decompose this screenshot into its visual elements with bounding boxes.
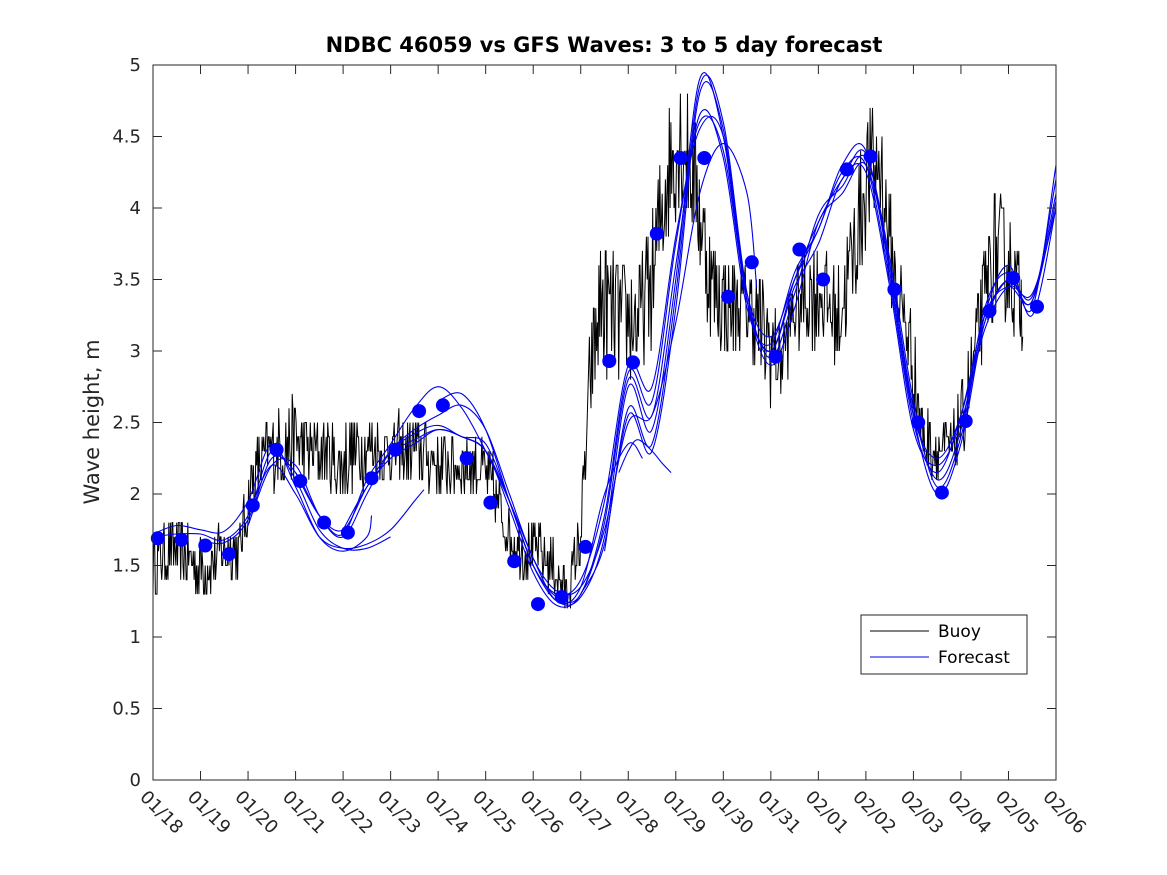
forecast-marker <box>816 272 831 287</box>
y-tick-label: 0 <box>130 770 141 791</box>
forecast-line-8 <box>390 108 1056 608</box>
forecast-marker <box>934 485 949 500</box>
forecast-marker <box>483 495 498 510</box>
y-tick-label: 0.5 <box>112 699 141 720</box>
forecast-marker <box>697 151 712 165</box>
forecast-marker <box>602 354 617 368</box>
forecast-marker <box>721 289 736 304</box>
legend: Buoy Forecast <box>860 614 1028 675</box>
forecast-marker <box>198 538 213 553</box>
forecast-marker <box>554 590 569 604</box>
forecast-marker <box>744 255 759 270</box>
y-axis: 0 0.5 1 1.5 2 2.5 3 3.5 4 4.5 5 <box>112 55 1056 791</box>
forecast-marker <box>435 398 450 413</box>
forecast-marker <box>507 554 522 569</box>
y-tick-label: 1 <box>130 627 141 648</box>
forecast-marker <box>222 547 236 562</box>
forecast-marker <box>1030 299 1044 314</box>
forecast-marker <box>887 282 902 297</box>
forecast-marker <box>388 442 403 457</box>
forecast-series-group <box>153 72 1056 608</box>
forecast-marker <box>459 451 474 466</box>
legend-buoy-label: Buoy <box>938 622 981 642</box>
y-tick-label: 4 <box>130 198 141 219</box>
y-tick-label: 4.5 <box>112 127 141 148</box>
forecast-line-5 <box>247 143 758 596</box>
y-tick-label: 3.5 <box>112 270 141 291</box>
forecast-marker <box>174 532 189 547</box>
forecast-marker <box>412 404 427 419</box>
forecast-marker <box>673 151 688 165</box>
legend-box <box>860 614 1028 675</box>
forecast-line-12 <box>618 439 672 473</box>
forecast-line-11 <box>603 81 1056 552</box>
forecast-marker <box>340 525 355 540</box>
y-tick-label: 2.5 <box>112 413 141 434</box>
forecast-marker <box>245 498 260 513</box>
buoy-line <box>153 93 1024 609</box>
forecast-marker <box>269 442 284 457</box>
forecast-marker <box>578 539 593 554</box>
forecast-marker <box>317 515 332 530</box>
forecast-marker <box>150 531 165 546</box>
forecast-marker <box>982 304 997 318</box>
chart-title: NDBC 46059 vs GFS Waves: 3 to 5 day fore… <box>326 33 883 57</box>
forecast-marker <box>364 471 379 486</box>
forecast-line-3 <box>247 464 425 550</box>
y-tick-label: 5 <box>130 55 141 76</box>
forecast-line-10 <box>580 74 1056 595</box>
legend-forecast-label: Forecast <box>938 648 1010 668</box>
forecast-marker <box>768 349 783 364</box>
forecast-marker <box>839 162 854 177</box>
forecast-markers <box>150 149 1044 612</box>
forecast-marker <box>958 414 973 429</box>
forecast-marker <box>863 149 878 164</box>
y-tick-label: 2 <box>130 484 141 505</box>
y-tick-label: 3 <box>130 341 141 362</box>
forecast-marker <box>1006 271 1021 286</box>
buoy-series <box>153 93 1024 609</box>
forecast-marker <box>531 597 545 612</box>
y-axis-label: Wave height, m <box>80 339 104 504</box>
forecast-marker <box>293 474 308 489</box>
y-tick-label: 1.5 <box>112 556 141 577</box>
forecast-marker <box>792 242 807 257</box>
forecast-marker <box>911 415 926 430</box>
forecast-marker <box>649 226 664 241</box>
forecast-marker <box>626 355 640 370</box>
